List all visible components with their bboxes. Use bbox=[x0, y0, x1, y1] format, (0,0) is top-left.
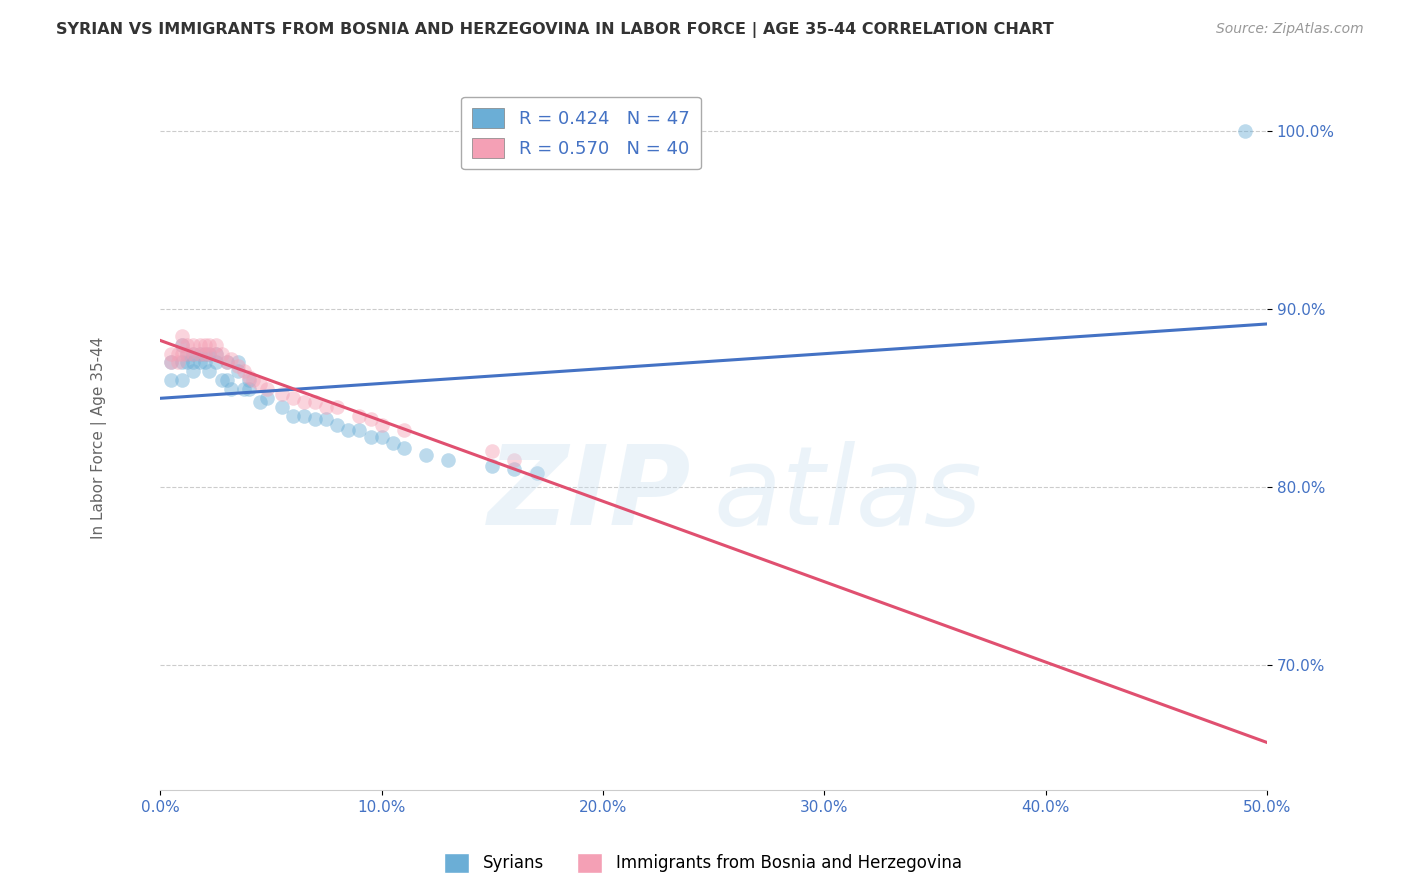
Point bbox=[198, 337, 221, 351]
Point bbox=[315, 400, 337, 414]
Text: ZIP: ZIP bbox=[488, 441, 692, 548]
Point bbox=[215, 373, 238, 387]
Point bbox=[360, 430, 382, 444]
Point bbox=[271, 387, 294, 401]
Point bbox=[160, 373, 183, 387]
Point bbox=[219, 382, 242, 396]
Point bbox=[193, 355, 215, 369]
Point bbox=[188, 346, 211, 360]
Point bbox=[503, 462, 526, 476]
Legend: Syrians, Immigrants from Bosnia and Herzegovina: Syrians, Immigrants from Bosnia and Herz… bbox=[437, 847, 969, 880]
Point bbox=[160, 346, 183, 360]
Point bbox=[304, 394, 326, 409]
Point bbox=[292, 394, 315, 409]
Point bbox=[204, 346, 226, 360]
Point bbox=[167, 355, 190, 369]
Point bbox=[176, 346, 198, 360]
Point bbox=[370, 430, 392, 444]
Point bbox=[242, 373, 264, 387]
Point bbox=[176, 337, 198, 351]
Point bbox=[437, 453, 460, 467]
Point bbox=[360, 412, 382, 426]
Point bbox=[326, 417, 349, 432]
Point bbox=[183, 364, 205, 378]
Point bbox=[183, 346, 205, 360]
Point bbox=[204, 346, 226, 360]
Point bbox=[233, 382, 256, 396]
Point bbox=[238, 369, 260, 384]
Text: SYRIAN VS IMMIGRANTS FROM BOSNIA AND HERZEGOVINA IN LABOR FORCE | AGE 35-44 CORR: SYRIAN VS IMMIGRANTS FROM BOSNIA AND HER… bbox=[56, 22, 1054, 38]
Point bbox=[481, 458, 503, 473]
Point bbox=[193, 346, 215, 360]
Point bbox=[226, 364, 249, 378]
Point bbox=[249, 376, 271, 391]
Point bbox=[281, 409, 304, 423]
Text: atlas: atlas bbox=[714, 441, 983, 548]
Point bbox=[172, 328, 194, 343]
Point bbox=[326, 400, 349, 414]
Point bbox=[198, 346, 221, 360]
Point bbox=[172, 355, 194, 369]
Point bbox=[172, 337, 194, 351]
Point bbox=[226, 355, 249, 369]
Point bbox=[381, 435, 404, 450]
Point bbox=[415, 448, 437, 462]
Point bbox=[188, 346, 211, 360]
Point bbox=[392, 423, 415, 437]
Point bbox=[167, 346, 190, 360]
Point bbox=[188, 355, 211, 369]
Point bbox=[526, 466, 548, 480]
Point bbox=[315, 412, 337, 426]
Point bbox=[172, 346, 194, 360]
Point bbox=[238, 373, 260, 387]
Point bbox=[160, 355, 183, 369]
Point bbox=[481, 444, 503, 458]
Point bbox=[219, 351, 242, 366]
Point bbox=[226, 359, 249, 373]
Point bbox=[238, 382, 260, 396]
Point bbox=[176, 355, 198, 369]
Point bbox=[160, 355, 183, 369]
Point bbox=[256, 391, 278, 405]
Point bbox=[349, 423, 371, 437]
Point bbox=[292, 409, 315, 423]
Point bbox=[188, 337, 211, 351]
Point bbox=[215, 355, 238, 369]
Point bbox=[183, 337, 205, 351]
Point bbox=[256, 382, 278, 396]
Point bbox=[503, 453, 526, 467]
Point bbox=[337, 423, 360, 437]
Point bbox=[183, 355, 205, 369]
Text: In Labor Force | Age 35-44: In Labor Force | Age 35-44 bbox=[91, 337, 107, 540]
Point bbox=[172, 337, 194, 351]
Legend: R = 0.424   N = 47, R = 0.570   N = 40: R = 0.424 N = 47, R = 0.570 N = 40 bbox=[461, 97, 700, 169]
Point bbox=[271, 400, 294, 414]
Point bbox=[204, 337, 226, 351]
Point bbox=[198, 346, 221, 360]
Point bbox=[392, 441, 415, 455]
Point bbox=[370, 417, 392, 432]
Text: Source: ZipAtlas.com: Source: ZipAtlas.com bbox=[1216, 22, 1364, 37]
Point bbox=[176, 346, 198, 360]
Point bbox=[233, 364, 256, 378]
Point bbox=[193, 346, 215, 360]
Point bbox=[304, 412, 326, 426]
Point bbox=[193, 337, 215, 351]
Point bbox=[281, 391, 304, 405]
Point bbox=[349, 409, 371, 423]
Point bbox=[172, 373, 194, 387]
Point bbox=[198, 364, 221, 378]
Point bbox=[204, 355, 226, 369]
Point bbox=[249, 394, 271, 409]
Point bbox=[215, 355, 238, 369]
Point bbox=[1233, 124, 1256, 138]
Point bbox=[211, 346, 233, 360]
Point bbox=[211, 373, 233, 387]
Point bbox=[183, 346, 205, 360]
